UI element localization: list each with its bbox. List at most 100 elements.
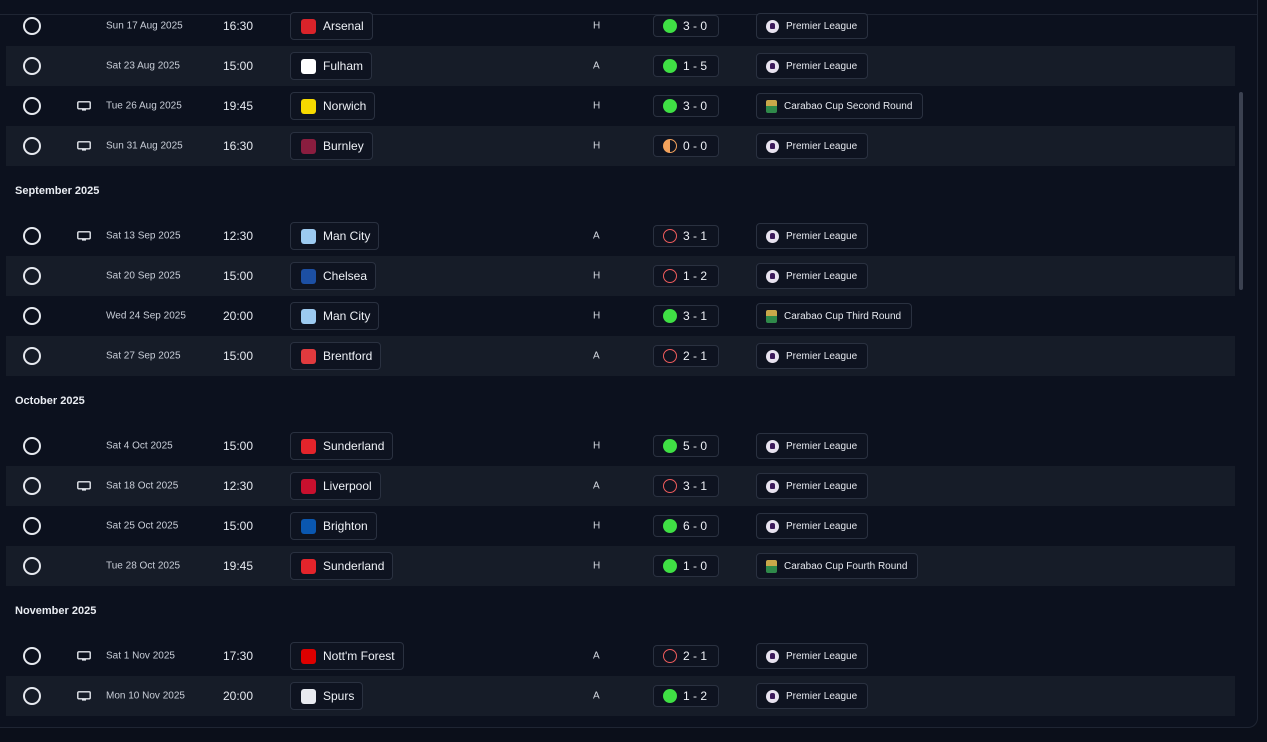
- score-chip[interactable]: 3 - 1: [653, 305, 719, 327]
- month-heading: November 2025: [15, 605, 97, 617]
- competition-name: Premier League: [786, 690, 858, 702]
- competition-name: Premier League: [786, 480, 858, 492]
- fixture-row[interactable]: Sun 17 Aug 2025 16:30 Arsenal H 3 - 0 Pr…: [6, 6, 1235, 46]
- opponent-chip[interactable]: Man City: [290, 222, 380, 250]
- competition-chip[interactable]: Premier League: [756, 13, 869, 39]
- month-heading: October 2025: [15, 395, 85, 407]
- result-icon: [663, 439, 677, 453]
- fixture-row[interactable]: Sat 20 Sep 2025 15:00 Chelsea H 1 - 2 Pr…: [6, 256, 1235, 296]
- opponent-chip[interactable]: Fulham: [290, 52, 373, 80]
- score-chip[interactable]: 3 - 1: [653, 475, 719, 497]
- score-chip[interactable]: 5 - 0: [653, 435, 719, 457]
- competition-chip[interactable]: Premier League: [756, 263, 869, 289]
- competition-name: Premier League: [786, 440, 858, 452]
- fixture-row[interactable]: Sun 31 Aug 2025 16:30 Burnley H 0 - 0 Pr…: [6, 126, 1235, 166]
- kickoff-time: 15:00: [223, 269, 254, 283]
- score-chip[interactable]: 2 - 1: [653, 345, 719, 367]
- score-text: 3 - 0: [683, 99, 708, 113]
- opponent-chip[interactable]: Spurs: [290, 682, 364, 710]
- competition-chip[interactable]: Carabao Cup Third Round: [756, 303, 913, 329]
- opponent-chip[interactable]: Sunderland: [290, 552, 394, 580]
- score-chip[interactable]: 2 - 1: [653, 645, 719, 667]
- competition-chip[interactable]: Premier League: [756, 53, 869, 79]
- competition-chip[interactable]: Premier League: [756, 223, 869, 249]
- fixture-row[interactable]: Sat 23 Aug 2025 15:00 Fulham A 1 - 5 Pre…: [6, 46, 1235, 86]
- opponent-chip[interactable]: Liverpool: [290, 472, 381, 500]
- fixture-row[interactable]: Sat 13 Sep 2025 12:30 Man City A 3 - 1 P…: [6, 216, 1235, 256]
- opponent-name: Fulham: [323, 59, 364, 73]
- fixture-row[interactable]: Sat 25 Oct 2025 15:00 Brighton H 6 - 0 P…: [6, 506, 1235, 546]
- opponent-name: Liverpool: [323, 479, 372, 493]
- fixture-row[interactable]: Wed 24 Sep 2025 20:00 Man City H 3 - 1 C…: [6, 296, 1235, 336]
- select-radio[interactable]: [23, 477, 41, 495]
- competition-chip[interactable]: Carabao Cup Second Round: [756, 93, 924, 119]
- score-chip[interactable]: 0 - 0: [653, 135, 719, 157]
- opponent-name: Norwich: [323, 99, 367, 113]
- select-radio[interactable]: [23, 437, 41, 455]
- fixture-row[interactable]: Sat 4 Oct 2025 15:00 Sunderland H 5 - 0 …: [6, 426, 1235, 466]
- score-chip[interactable]: 6 - 0: [653, 515, 719, 537]
- competition-chip[interactable]: Premier League: [756, 133, 869, 159]
- venue: A: [593, 480, 600, 492]
- opponent-chip[interactable]: Norwich: [290, 92, 376, 120]
- select-radio[interactable]: [23, 57, 41, 75]
- opponent-chip[interactable]: Brighton: [290, 512, 377, 540]
- match-date: Mon 10 Nov 2025: [106, 690, 185, 702]
- select-radio[interactable]: [23, 227, 41, 245]
- competition-chip[interactable]: Premier League: [756, 513, 869, 539]
- select-radio[interactable]: [23, 347, 41, 365]
- select-radio[interactable]: [23, 137, 41, 155]
- select-radio[interactable]: [23, 517, 41, 535]
- score-chip[interactable]: 3 - 0: [653, 95, 719, 117]
- select-radio[interactable]: [23, 687, 41, 705]
- opponent-chip[interactable]: Man City: [290, 302, 380, 330]
- venue: H: [593, 140, 601, 152]
- score-chip[interactable]: 1 - 0: [653, 555, 719, 577]
- opponent-name: Sunderland: [323, 559, 385, 573]
- competition-chip[interactable]: Premier League: [756, 343, 869, 369]
- select-radio[interactable]: [23, 97, 41, 115]
- fixture-row[interactable]: Tue 26 Aug 2025 19:45 Norwich H 3 - 0 Ca…: [6, 86, 1235, 126]
- match-date: Tue 28 Oct 2025: [106, 560, 181, 572]
- select-radio[interactable]: [23, 17, 41, 35]
- fixture-row[interactable]: Sat 18 Oct 2025 12:30 Liverpool A 3 - 1 …: [6, 466, 1235, 506]
- premier-league-icon: [766, 349, 779, 363]
- result-icon: [663, 559, 677, 573]
- fixture-row[interactable]: Mon 10 Nov 2025 20:00 Spurs A 1 - 2 Prem…: [6, 676, 1235, 716]
- competition-chip[interactable]: Premier League: [756, 643, 869, 669]
- select-radio[interactable]: [23, 557, 41, 575]
- opponent-chip[interactable]: Arsenal: [290, 12, 373, 40]
- competition-chip[interactable]: Premier League: [756, 473, 869, 499]
- result-icon: [663, 479, 677, 493]
- select-radio[interactable]: [23, 267, 41, 285]
- score-chip[interactable]: 1 - 5: [653, 55, 719, 77]
- score-chip[interactable]: 1 - 2: [653, 685, 719, 707]
- venue: H: [593, 520, 601, 532]
- kickoff-time: 20:00: [223, 689, 254, 703]
- fixture-row[interactable]: Sat 27 Sep 2025 15:00 Brentford A 2 - 1 …: [6, 336, 1235, 376]
- score-chip[interactable]: 1 - 2: [653, 265, 719, 287]
- competition-chip[interactable]: Premier League: [756, 433, 869, 459]
- select-radio[interactable]: [23, 307, 41, 325]
- match-date: Sat 1 Nov 2025: [106, 650, 175, 662]
- competition-name: Premier League: [786, 650, 858, 662]
- opponent-chip[interactable]: Burnley: [290, 132, 373, 160]
- opponent-chip[interactable]: Nott'm Forest: [290, 642, 404, 670]
- kickoff-time: 16:30: [223, 19, 254, 33]
- competition-chip[interactable]: Premier League: [756, 683, 869, 709]
- score-chip[interactable]: 3 - 1: [653, 225, 719, 247]
- kickoff-time: 20:00: [223, 309, 254, 323]
- opponent-chip[interactable]: Chelsea: [290, 262, 377, 290]
- select-radio[interactable]: [23, 647, 41, 665]
- venue: H: [593, 100, 601, 112]
- scrollbar-thumb[interactable]: [1239, 92, 1243, 290]
- opponent-chip[interactable]: Brentford: [290, 342, 382, 370]
- score-text: 3 - 1: [683, 479, 708, 493]
- competition-chip[interactable]: Carabao Cup Fourth Round: [756, 553, 919, 579]
- opponent-chip[interactable]: Sunderland: [290, 432, 394, 460]
- kickoff-time: 15:00: [223, 59, 254, 73]
- fixture-row[interactable]: Tue 28 Oct 2025 19:45 Sunderland H 1 - 0…: [6, 546, 1235, 586]
- fixture-row[interactable]: Sat 1 Nov 2025 17:30 Nott'm Forest A 2 -…: [6, 636, 1235, 676]
- score-chip[interactable]: 3 - 0: [653, 15, 719, 37]
- result-icon: [663, 349, 677, 363]
